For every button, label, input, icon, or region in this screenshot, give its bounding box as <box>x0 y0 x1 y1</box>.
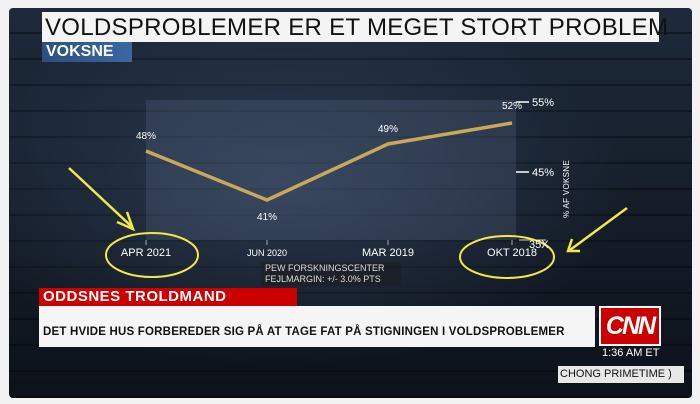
series-line <box>145 121 513 202</box>
y-axis-unit-label: % AF VOKSNE <box>562 160 571 218</box>
y-tick-label: 55% <box>532 97 554 109</box>
x-tick-label: APR 2021 <box>121 247 171 259</box>
source-box <box>261 262 401 286</box>
subtitle-bar <box>42 42 132 62</box>
graphic-subtitle: VOKSNE <box>46 43 114 60</box>
title-bar <box>42 12 659 42</box>
cnn-logo: CNN <box>605 311 656 340</box>
annotation-layer <box>68 167 628 279</box>
source-text: PEW FORSKNINGSCENTER <box>265 263 385 273</box>
time-display: 1:36 AM ET <box>602 347 660 359</box>
show-label: ODDSNES TROLDMAND <box>43 288 227 305</box>
data-label: 49% <box>378 124 398 135</box>
annotation-circle-okt-2018 <box>459 235 555 279</box>
x-tick-label: OKT 2018 <box>487 247 537 259</box>
annotation-circle-apr-2021 <box>105 232 199 278</box>
headline-text: DET HVIDE HUS FORBEREDER SIG PÅ AT TAGE … <box>43 326 565 338</box>
annotation-arrow-right-head <box>566 238 580 253</box>
graphic-title: VOLDSPROBLEMER ER ET MEGET STORT PROBLEM <box>45 14 669 41</box>
data-label: 41% <box>257 212 277 223</box>
broadcast-frame: VOLDSPROBLEMER ER ET MEGET STORT PROBLEM… <box>9 8 692 398</box>
x-tick-label: MAR 2019 <box>362 247 414 259</box>
data-label: 52% <box>502 101 522 112</box>
margin-of-error-text: FEJLMARGIN: +/- 3.0% PTS <box>265 274 381 284</box>
data-label: 48% <box>136 131 156 142</box>
y-tick-label: 45% <box>532 167 554 179</box>
x-tick-label: JUN 2020 <box>247 248 287 258</box>
program-ticker: CHONG PRIMETIME ) <box>558 366 684 383</box>
show-label-bar <box>39 288 297 306</box>
annotation-arrow-right-shaft <box>569 206 628 252</box>
annotation-arrow-left-head <box>116 211 136 232</box>
partial-label: 35X <box>529 239 549 251</box>
headline-bar <box>39 306 595 347</box>
annotation-arrow-left-shaft <box>68 167 132 227</box>
line-chart: 48% 41% 49% 52% APR 2021 JUN 2020 MAR 2019 OKT … <box>68 97 628 279</box>
cnn-logo-box: CNN <box>599 306 661 346</box>
